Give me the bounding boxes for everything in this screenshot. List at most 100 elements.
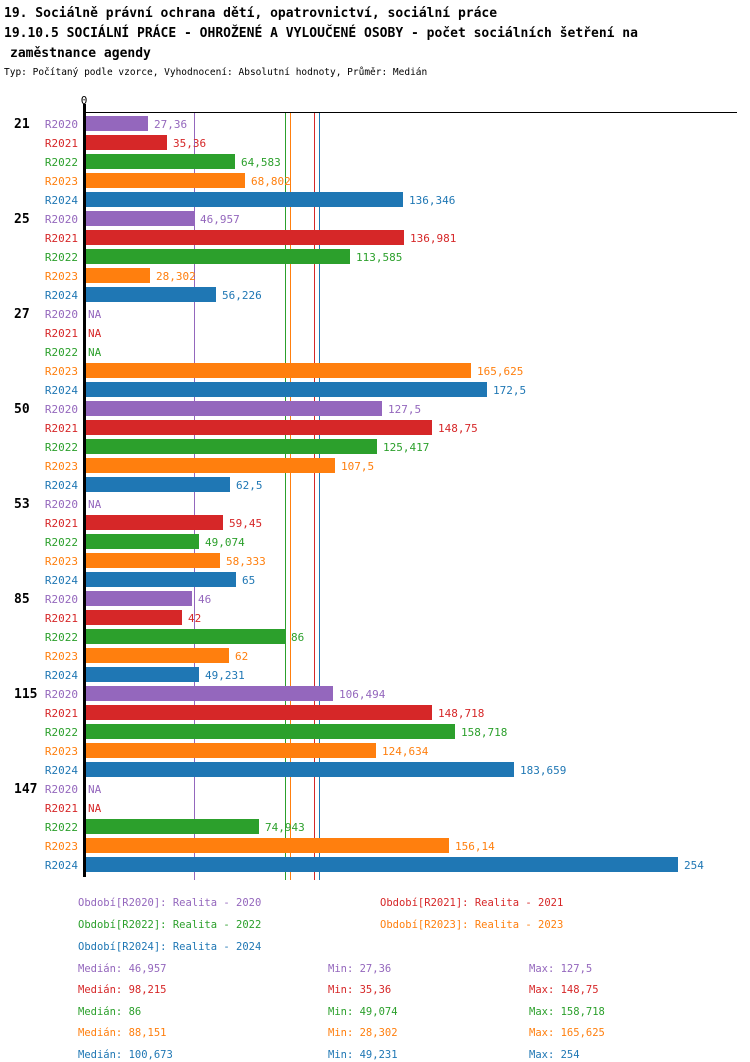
bar-value-label: 42 (188, 612, 202, 625)
series-row-label: R2024 (44, 289, 78, 302)
bar-value-label: 148,718 (438, 707, 485, 720)
bar-value-label: 59,45 (229, 517, 263, 530)
series-row-label: R2023 (44, 460, 78, 473)
value-bar-r2024 (85, 857, 678, 872)
bar-value-label: 148,75 (438, 422, 478, 435)
category-label: 147 (14, 782, 38, 797)
value-bar-r2023 (85, 173, 245, 188)
y-axis-baseline (83, 104, 86, 877)
median-line-r2023 (290, 113, 291, 880)
series-row-label: R2023 (44, 175, 78, 188)
bar-value-label: 28,302 (156, 270, 196, 283)
bar-value-label: 65 (242, 574, 256, 587)
na-value-label: NA (88, 783, 102, 796)
series-row-label: R2021 (44, 422, 78, 435)
value-bar-r2023 (85, 648, 229, 663)
value-bar-r2024 (85, 762, 514, 777)
series-row-label: R2020 (44, 688, 78, 701)
stat-max-r2021: Max: 148,75 (529, 984, 599, 996)
series-row-label: R2021 (44, 612, 78, 625)
na-value-label: NA (88, 802, 102, 815)
x-axis-zero-tick-label: 0 (80, 94, 88, 107)
na-value-label: NA (88, 498, 102, 511)
bar-value-label: 49,231 (205, 669, 245, 682)
legend-item-r2020: Období[R2020]: Realita - 2020 (78, 897, 262, 909)
legend-item-r2024: Období[R2024]: Realita - 2024 (78, 941, 262, 953)
value-bar-r2024 (85, 667, 199, 682)
bar-value-label: 136,346 (409, 194, 456, 207)
series-row-label: R2020 (44, 118, 78, 131)
series-row-label: R2022 (44, 536, 78, 549)
bar-value-label: 27,36 (154, 118, 188, 131)
category-label: 25 (14, 212, 30, 227)
bar-value-label: 106,494 (339, 688, 386, 701)
series-row-label: R2022 (44, 441, 78, 454)
series-row-label: R2023 (44, 365, 78, 378)
value-bar-r2023 (85, 268, 150, 283)
value-bar-r2022 (85, 249, 350, 264)
bar-value-label: 68,802 (251, 175, 291, 188)
stat-median-r2020: Medián: 46,957 (78, 963, 167, 975)
value-bar-r2022 (85, 819, 259, 834)
bar-value-label: 62 (235, 650, 249, 663)
series-row-label: R2024 (44, 859, 78, 872)
value-bar-r2022 (85, 154, 235, 169)
category-label: 21 (14, 117, 30, 132)
bar-value-label: 165,625 (477, 365, 524, 378)
value-bar-r2021 (85, 610, 182, 625)
na-value-label: NA (88, 346, 102, 359)
stat-median-r2024: Medián: 100,673 (78, 1049, 173, 1061)
bar-value-label: 46 (198, 593, 212, 606)
page-title-line-2: 19.10.5 SOCIÁLNÍ PRÁCE - OHROŽENÉ A VYLO… (4, 26, 638, 41)
series-row-label: R2022 (44, 156, 78, 169)
stat-max-r2024: Max: 254 (529, 1049, 580, 1061)
bar-value-label: 125,417 (383, 441, 430, 454)
category-label: 27 (14, 307, 30, 322)
bar-value-label: 107,5 (341, 460, 375, 473)
category-label: 53 (14, 497, 30, 512)
value-bar-r2024 (85, 192, 403, 207)
bar-value-label: 35,36 (173, 137, 207, 150)
value-bar-r2024 (85, 572, 236, 587)
series-row-label: R2020 (44, 783, 78, 796)
series-row-label: R2021 (44, 802, 78, 815)
median-line-r2022 (285, 113, 286, 880)
value-bar-r2023 (85, 363, 471, 378)
bar-value-label: 58,333 (226, 555, 266, 568)
na-value-label: NA (88, 308, 102, 321)
stat-median-r2021: Medián: 98,215 (78, 984, 167, 996)
legend-item-r2021: Období[R2021]: Realita - 2021 (380, 897, 564, 909)
bar-value-label: 74,943 (265, 821, 305, 834)
value-bar-r2022 (85, 629, 285, 644)
stat-max-r2020: Max: 127,5 (529, 963, 593, 975)
value-bar-r2021 (85, 135, 167, 150)
series-row-label: R2020 (44, 403, 78, 416)
median-line-r2024 (319, 113, 320, 880)
series-row-label: R2021 (44, 137, 78, 150)
bar-value-label: 124,634 (382, 745, 429, 758)
series-row-label: R2021 (44, 327, 78, 340)
stat-min-r2021: Min: 35,36 (328, 984, 392, 996)
bar-value-label: 254 (684, 859, 704, 872)
stat-median-r2023: Medián: 88,151 (78, 1027, 167, 1039)
x-axis-line (84, 112, 737, 113)
bar-value-label: 49,074 (205, 536, 245, 549)
median-line-r2020 (194, 113, 195, 880)
series-row-label: R2022 (44, 251, 78, 264)
chart-meta-info: Typ: Počítaný podle vzorce, Vyhodnocení:… (4, 67, 428, 78)
series-row-label: R2024 (44, 764, 78, 777)
legend-item-r2022: Období[R2022]: Realita - 2022 (78, 919, 262, 931)
value-bar-r2020 (85, 401, 382, 416)
value-bar-r2021 (85, 705, 432, 720)
bar-value-label: 62,5 (236, 479, 263, 492)
bar-value-label: 158,718 (461, 726, 508, 739)
value-bar-r2022 (85, 439, 377, 454)
legend-item-r2023: Období[R2023]: Realita - 2023 (380, 919, 564, 931)
series-row-label: R2024 (44, 479, 78, 492)
bar-value-label: 183,659 (520, 764, 567, 777)
value-bar-r2020 (85, 591, 192, 606)
series-row-label: R2024 (44, 574, 78, 587)
value-bar-r2020 (85, 686, 333, 701)
